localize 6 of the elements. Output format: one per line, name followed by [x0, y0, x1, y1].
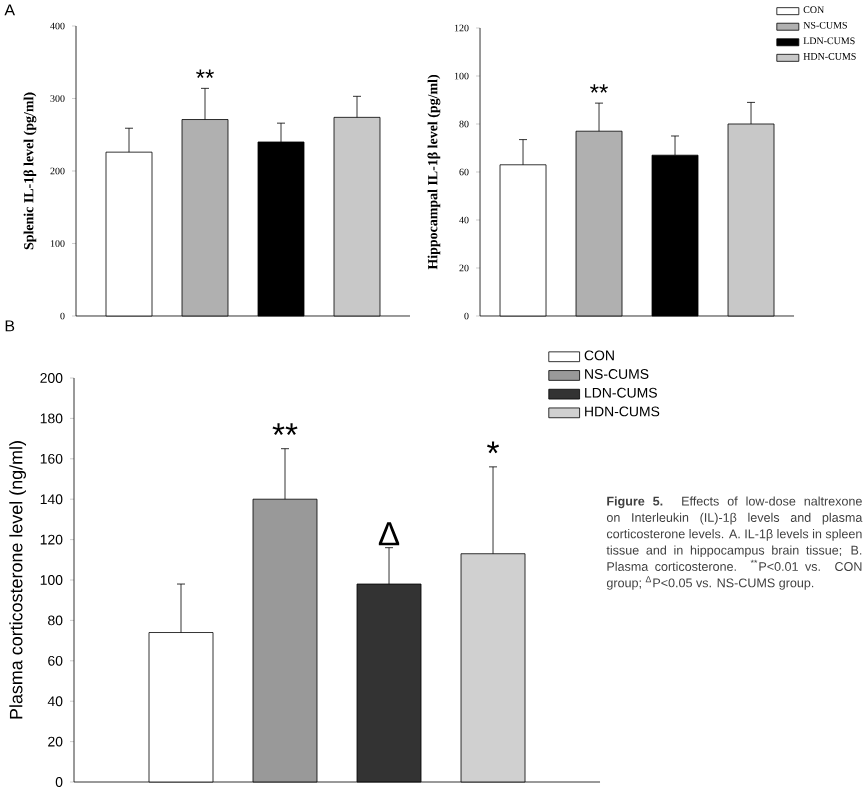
- y-axis-title: Plasma corticosterone level (ng/ml): [9, 441, 27, 719]
- data-label: Δ: [378, 522, 400, 546]
- data-label: **: [590, 84, 608, 93]
- data-label: **: [272, 423, 298, 436]
- data-label: *: [487, 441, 499, 454]
- data-label: **: [196, 69, 214, 78]
